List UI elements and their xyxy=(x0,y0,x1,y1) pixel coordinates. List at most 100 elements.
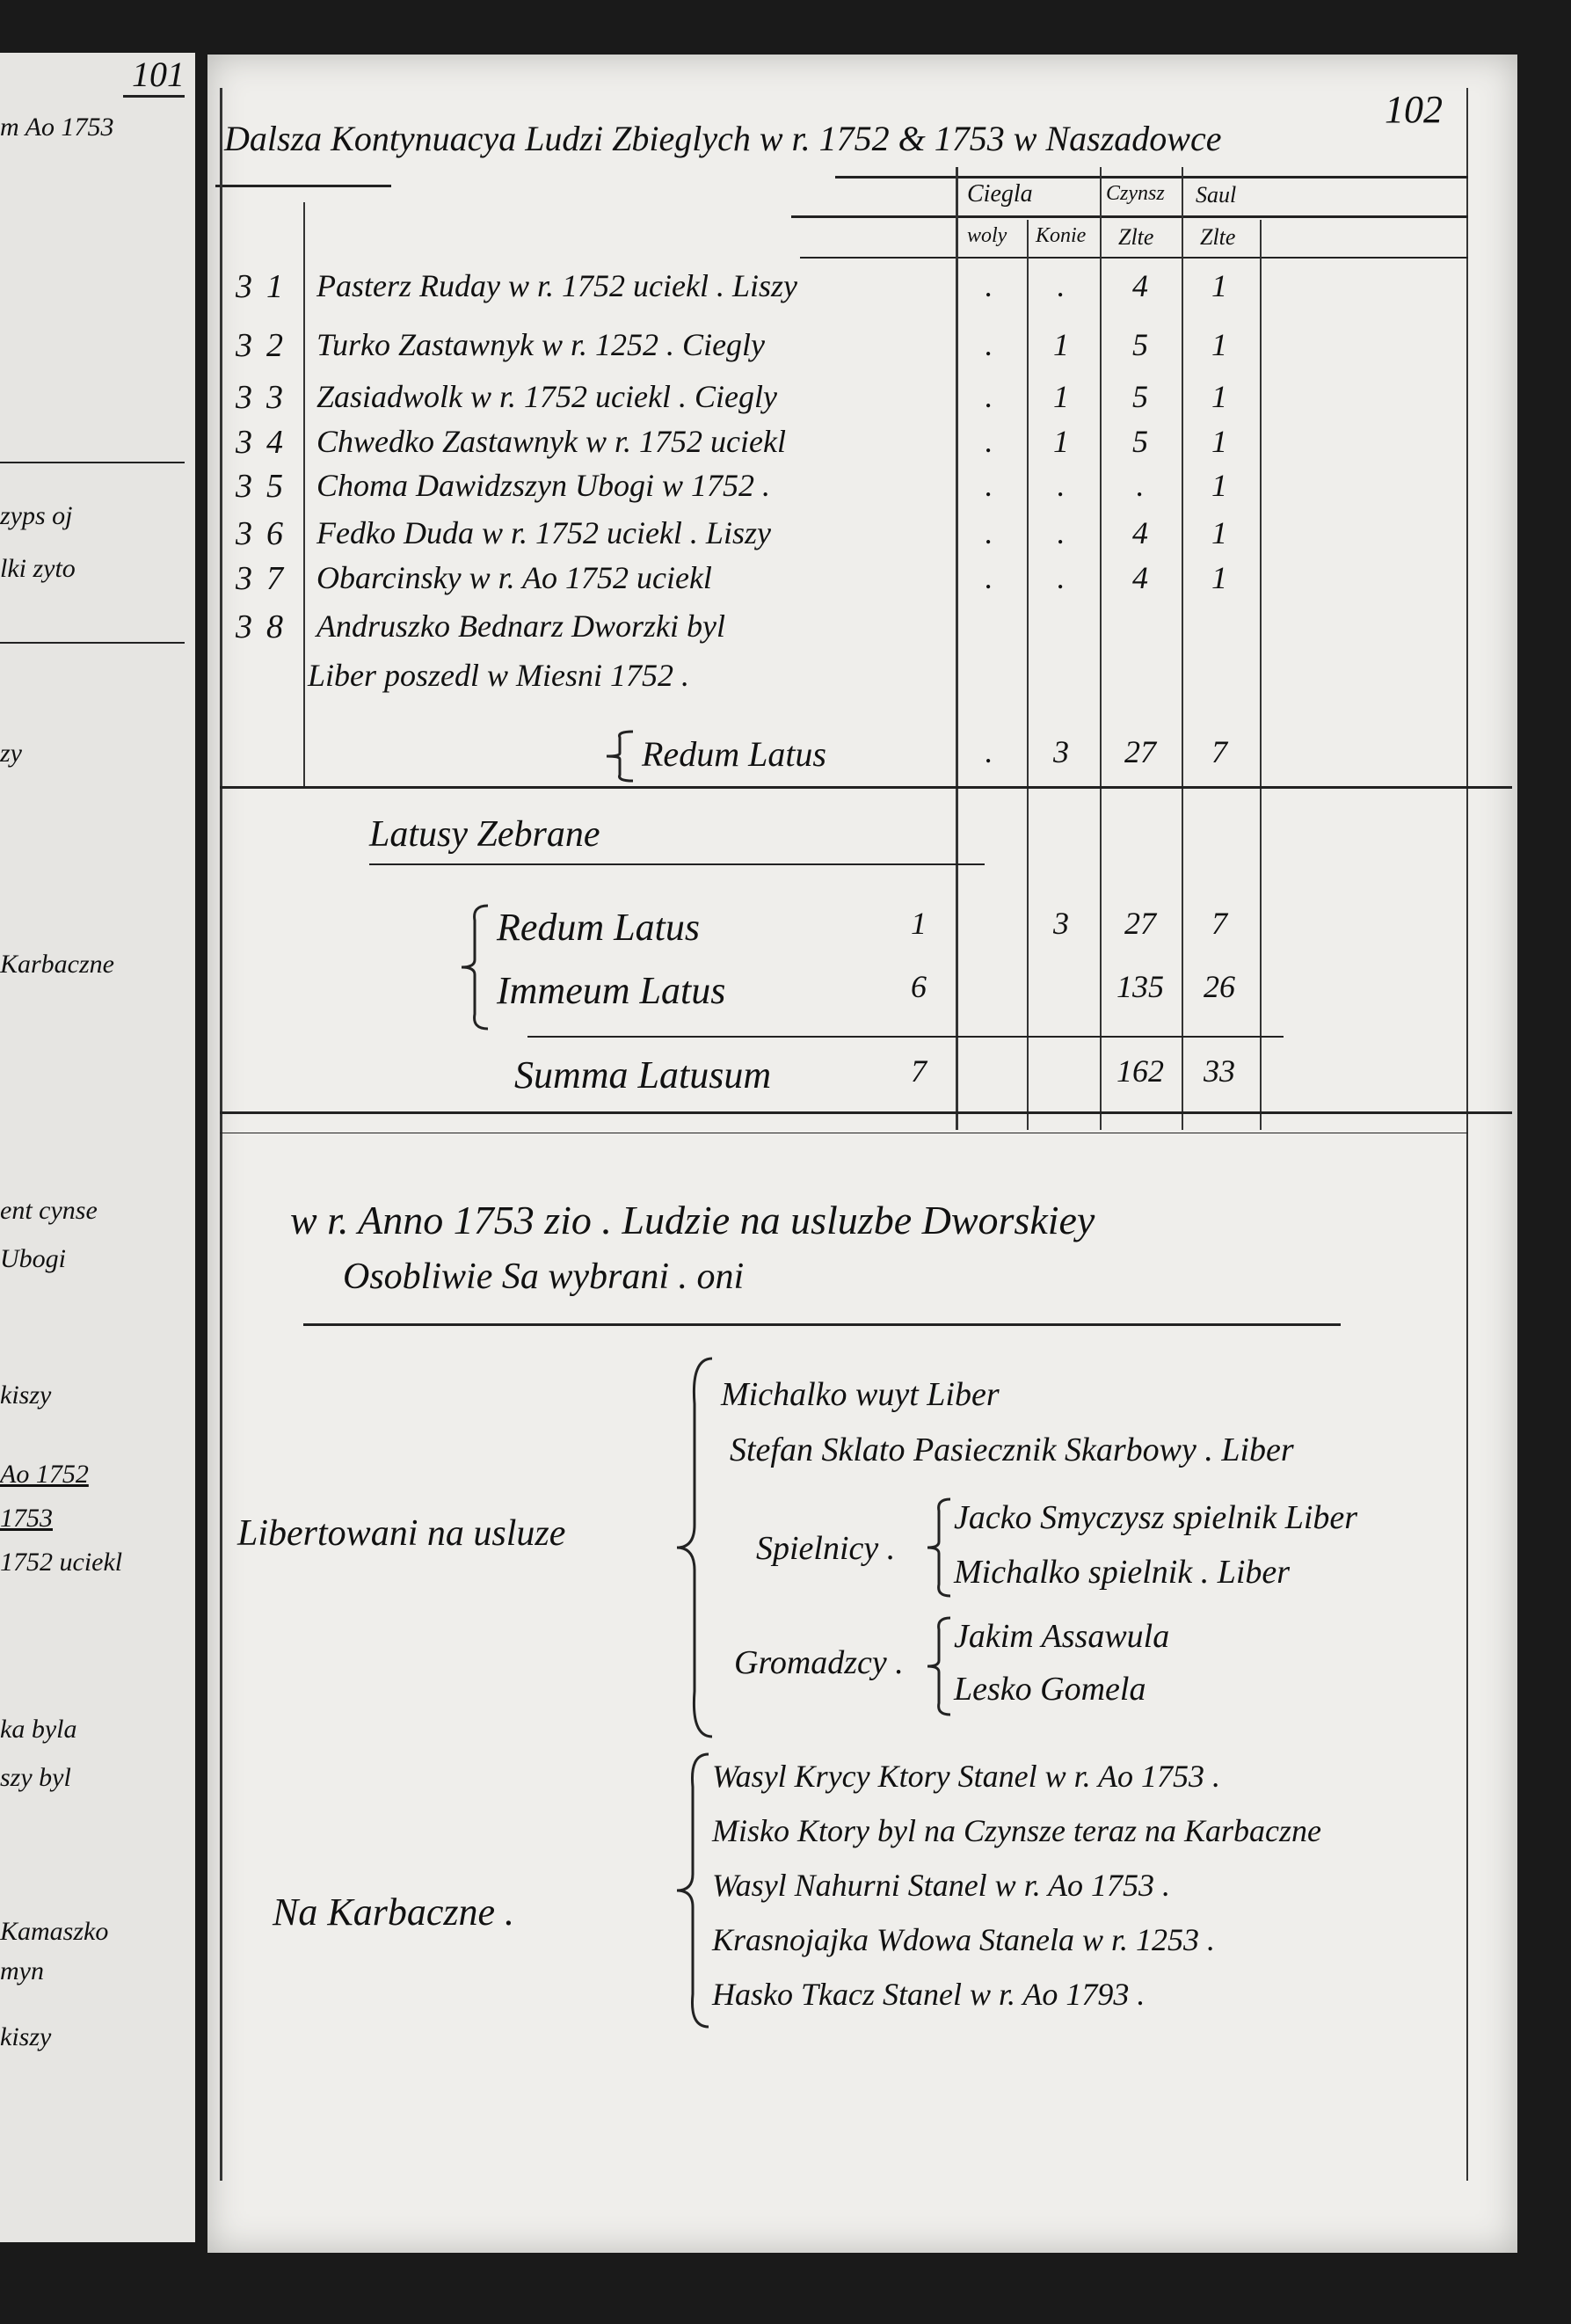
gromadzcy-item: Jakim Assawula xyxy=(954,1618,1170,1655)
sum-label: Immeum Latus xyxy=(497,969,726,1012)
page-title: Dalsza Kontynuacya Ludzi Zbieglych w r. … xyxy=(224,119,1222,158)
row-number: 3 xyxy=(236,468,252,505)
cell-woly: . xyxy=(985,468,993,503)
cell-woly: . xyxy=(985,379,993,414)
section-heading-line1: w r. Anno 1753 zio . Ludzie na usluzbe D… xyxy=(290,1198,1095,1242)
margin-line xyxy=(303,202,305,787)
row-index: 3 xyxy=(266,379,283,416)
na-karbaczne-brace-icon xyxy=(676,1752,709,2029)
sum-woly: 7 xyxy=(911,1053,927,1089)
column-header-czynsz: Czynsz xyxy=(1106,182,1165,205)
cell-czynsz: 4 xyxy=(1132,268,1148,303)
na-karbaczne-item: Krasnojajka Wdowa Stanela w r. 1253 . xyxy=(712,1922,1216,1957)
row-index: 2 xyxy=(266,327,283,364)
sums-brace-icon xyxy=(461,904,489,1031)
right-page-number: 102 xyxy=(1385,88,1443,131)
row-number: 3 xyxy=(236,268,252,305)
row-index: 6 xyxy=(266,515,283,552)
collected-title: Latusy Zebrane xyxy=(369,814,600,855)
fragment: zy xyxy=(0,739,22,768)
cell-saul: 1 xyxy=(1211,424,1227,459)
cell-czynsz: 5 xyxy=(1132,424,1148,459)
spielnicy-label: Spielnicy . xyxy=(756,1530,896,1567)
fragment: m Ao 1753 xyxy=(0,113,114,142)
sum-label: Redum Latus xyxy=(497,906,700,949)
margin-line xyxy=(1466,88,1468,2181)
cell-konie: . xyxy=(1057,268,1066,303)
column-subheader: woly xyxy=(967,224,1007,247)
sum-label: Summa Latusum xyxy=(514,1053,772,1096)
right-page xyxy=(207,55,1517,2253)
latus-label: Redum Latus xyxy=(642,734,826,774)
cell-saul: 1 xyxy=(1211,468,1227,503)
row-number: 3 xyxy=(236,327,252,364)
divider xyxy=(791,215,1468,218)
na-karbaczne-item: Wasyl Krycy Ktory Stanel w r. Ao 1753 . xyxy=(712,1759,1220,1794)
row-index: 5 xyxy=(266,468,283,505)
divider xyxy=(835,176,1468,178)
cell-woly: . xyxy=(985,560,993,595)
fragment: myn xyxy=(0,1956,44,1985)
fragment: zyps oj xyxy=(0,501,73,530)
column-header-saul: Saul xyxy=(1196,182,1237,208)
row-number: 3 xyxy=(236,379,252,416)
row-text: Obarcinsky w r. Ao 1752 uciekl xyxy=(316,560,712,595)
row-index: 7 xyxy=(266,560,283,597)
divider xyxy=(527,1036,1284,1038)
divider xyxy=(0,462,185,463)
sum-czynsz: 162 xyxy=(1116,1053,1164,1089)
column-line xyxy=(1100,167,1102,1130)
sum-czynsz: 27 xyxy=(1124,906,1156,941)
latus-brace-icon xyxy=(606,730,634,783)
na-karbaczne-item: Misko Ktory byl na Czynsze teraz na Karb… xyxy=(712,1813,1321,1848)
spielnicy-item: Michalko spielnik . Liber xyxy=(954,1554,1291,1591)
cell-woly: . xyxy=(985,515,993,550)
cell-konie: 1 xyxy=(1053,379,1069,414)
fragment: kiszy xyxy=(0,2022,52,2051)
row-index: 8 xyxy=(266,608,283,645)
row-text: Chwedko Zastawnyk w r. 1752 uciekl xyxy=(316,424,786,459)
fragment: lki zyto xyxy=(0,554,76,583)
row-text: Turko Zastawnyk w r. 1252 . Ciegly xyxy=(316,327,766,362)
divider xyxy=(800,257,1468,259)
libertowani-brace-icon xyxy=(676,1357,713,1738)
fragment: kiszy xyxy=(0,1381,52,1410)
column-line xyxy=(1027,220,1029,1130)
divider xyxy=(303,1323,1341,1326)
row-number: 3 xyxy=(236,608,252,645)
row-text: Choma Dawidzszyn Ubogi w 1752 . xyxy=(316,468,771,503)
cell-czynsz: 4 xyxy=(1132,560,1148,595)
cell-woly: . xyxy=(985,327,993,362)
fragment: ent cynse xyxy=(0,1196,98,1225)
margin-line xyxy=(220,88,222,2181)
cell-konie: . xyxy=(1057,468,1066,503)
fragment: 1752 uciekl xyxy=(0,1548,123,1577)
cell-czynsz: 5 xyxy=(1132,379,1148,414)
column-line xyxy=(1260,220,1262,1130)
cell-konie: . xyxy=(1057,560,1066,595)
column-line xyxy=(1182,167,1183,1130)
cell-konie: 1 xyxy=(1053,327,1069,362)
spielnicy-brace-icon xyxy=(927,1497,951,1598)
spielnicy-item: Jacko Smyczysz spielnik Liber xyxy=(954,1499,1358,1536)
divider xyxy=(215,185,391,187)
sum-konie: 3 xyxy=(1053,906,1069,941)
fragment: 1753 xyxy=(0,1504,53,1533)
cell-saul: 1 xyxy=(1211,327,1227,362)
cell-woly: . xyxy=(985,424,993,459)
cell-saul: 1 xyxy=(1211,560,1227,595)
divider xyxy=(220,1111,1512,1114)
cell-saul: 1 xyxy=(1211,268,1227,303)
fragment: Karbaczne xyxy=(0,950,114,979)
row-text: Pasterz Ruday w r. 1752 uciekl . Liszy xyxy=(316,268,797,303)
cell-saul: 1 xyxy=(1211,515,1227,550)
sum-saul: 26 xyxy=(1204,969,1235,1004)
column-subheader: Zlte xyxy=(1200,224,1236,250)
cell-konie: 1 xyxy=(1053,424,1069,459)
left-page: 101 m Ao 1753 zyps oj lki zyto zy Karbac… xyxy=(0,53,195,2242)
latus-konie: 3 xyxy=(1053,734,1069,769)
cell-konie: . xyxy=(1057,515,1066,550)
fragment: Ubogi xyxy=(0,1244,66,1273)
row-number: 3 xyxy=(236,424,252,461)
row-number: 3 xyxy=(236,515,252,552)
